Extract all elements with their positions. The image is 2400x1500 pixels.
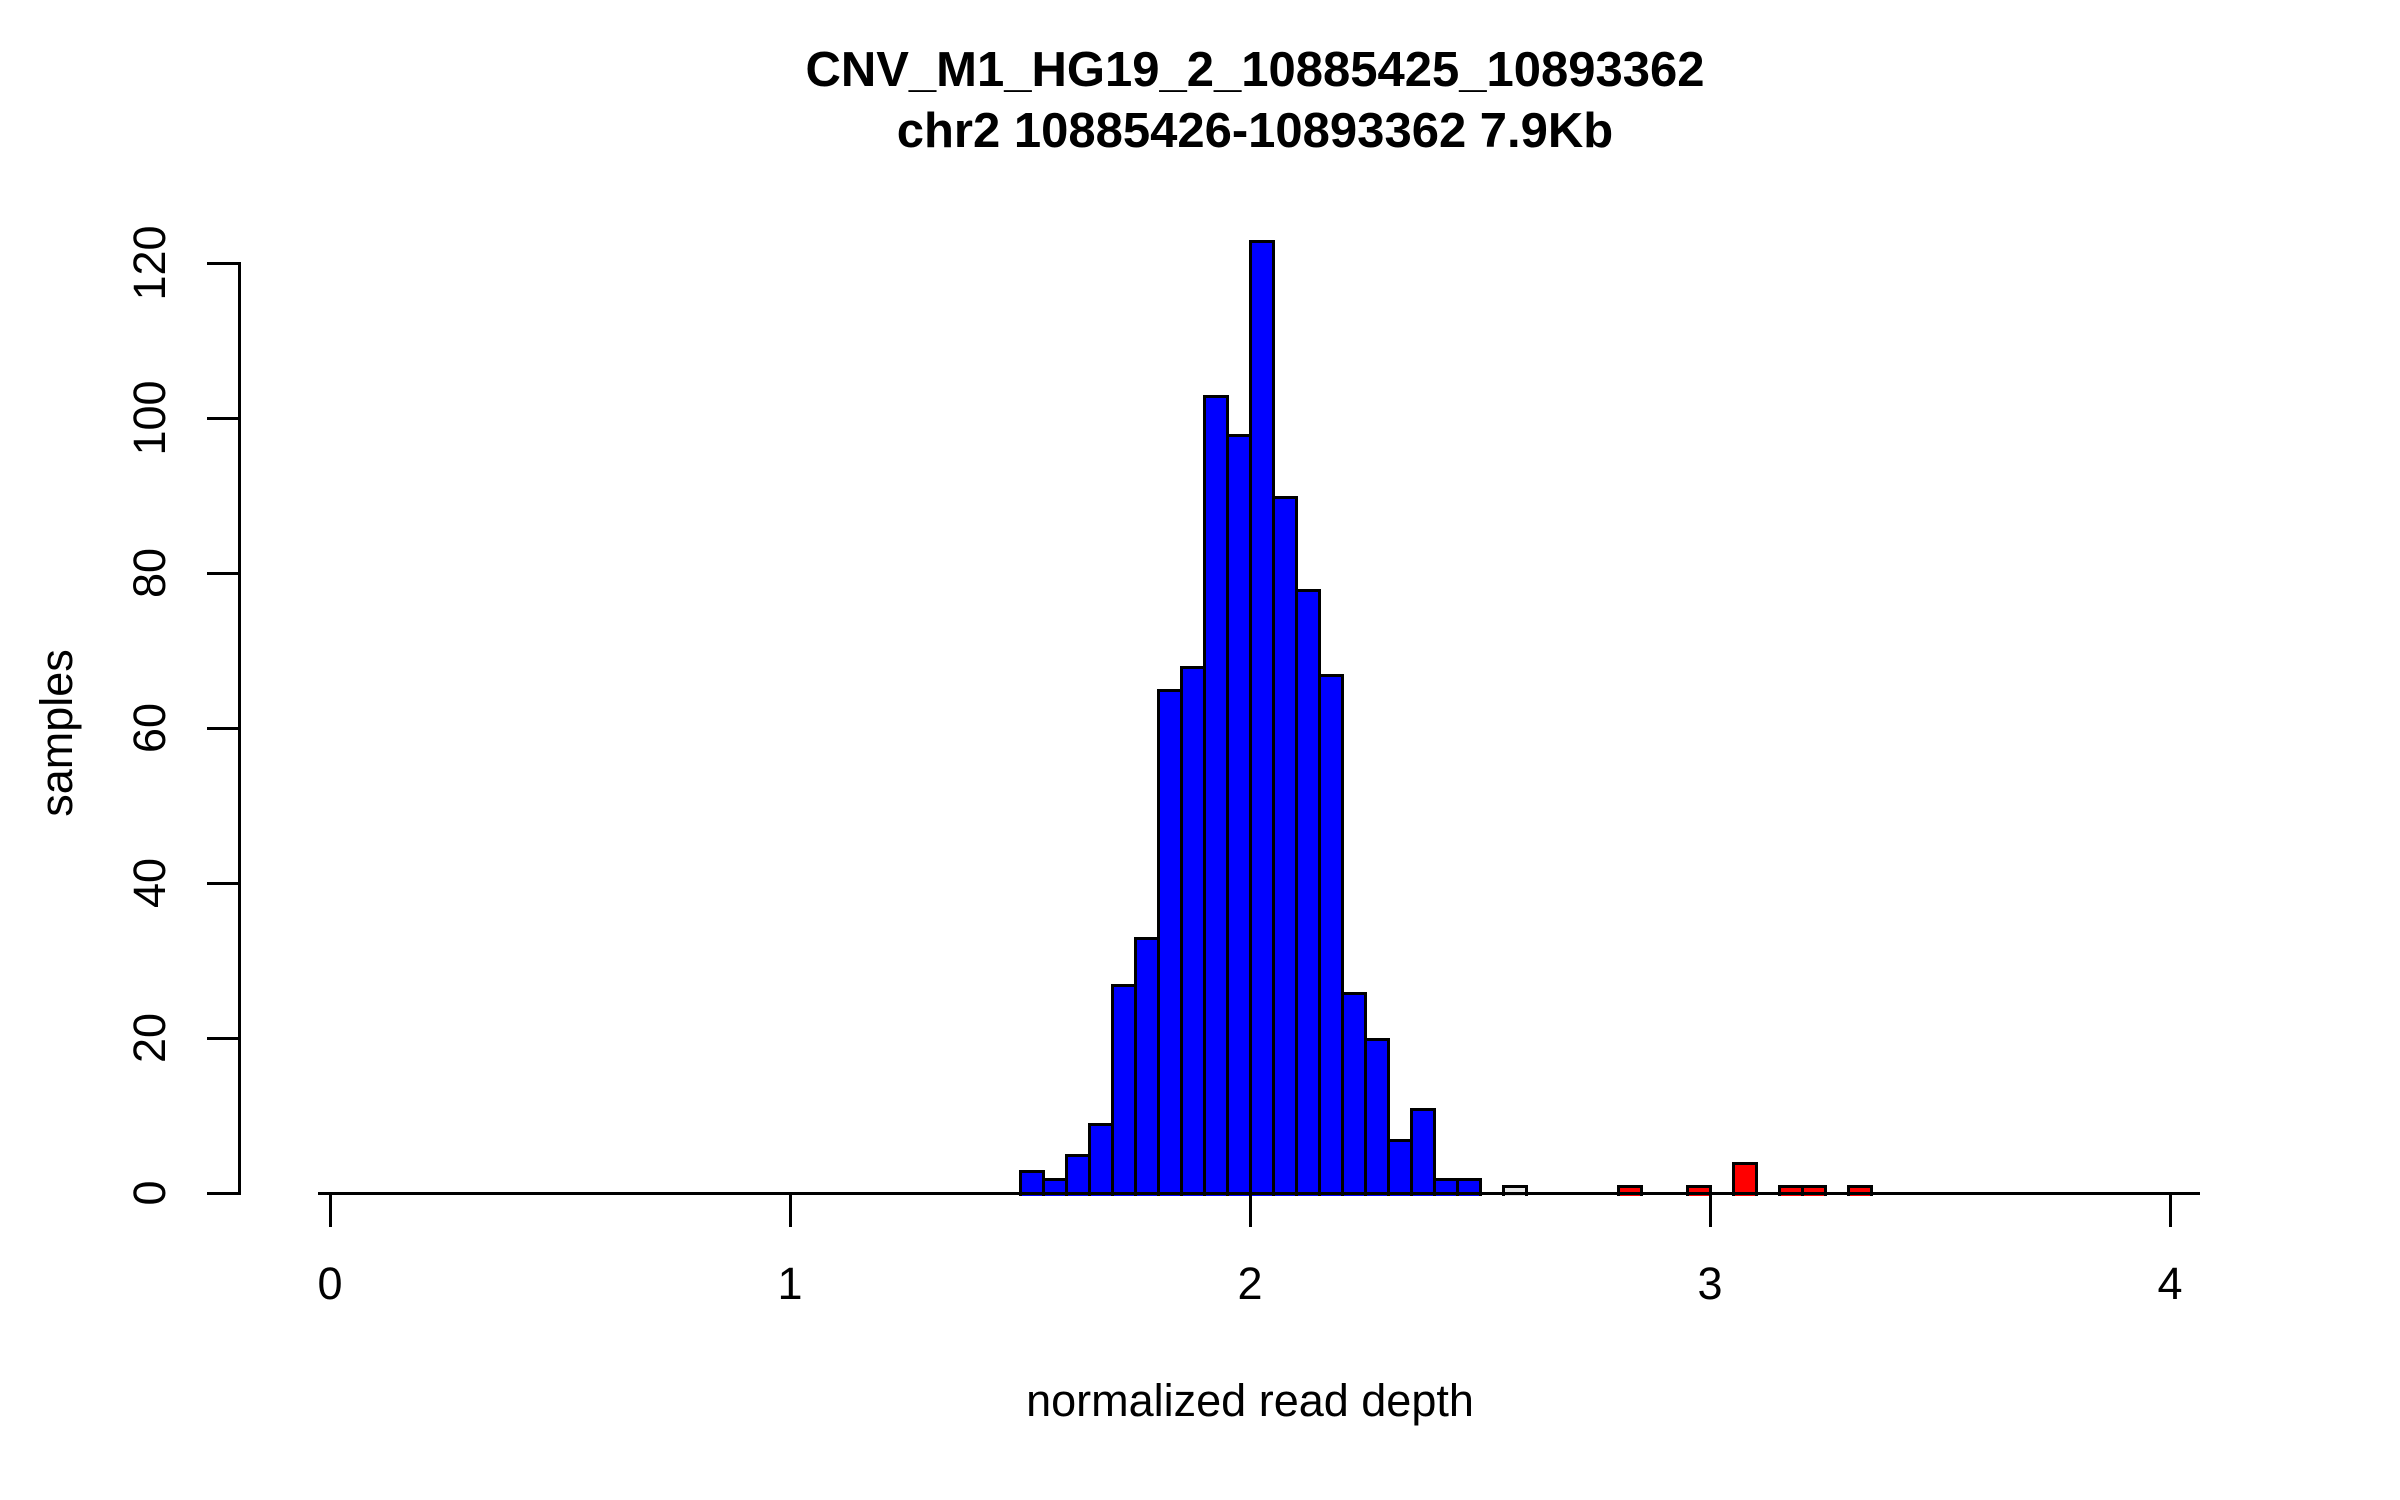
histogram-bar [1846, 1185, 1873, 1196]
x-tick-label: 3 [1697, 1258, 1723, 1309]
y-tick-label: 120 [124, 225, 175, 301]
title-block: CNV_M1_HG19_2_10885425_10893362 chr2 108… [805, 40, 1704, 162]
y-tick [207, 727, 239, 730]
histogram-bar [1685, 1185, 1712, 1196]
histogram-bar [1294, 588, 1321, 1196]
x-tick-label: 0 [317, 1258, 343, 1309]
histogram-bar [1731, 1162, 1758, 1196]
histogram-bar [1087, 1123, 1114, 1196]
x-axis-label: normalized read depth [1026, 1375, 1474, 1426]
y-tick-label: 40 [124, 857, 175, 909]
x-tick [2169, 1195, 2172, 1227]
y-tick [207, 417, 239, 420]
histogram-bar [1271, 495, 1298, 1196]
y-tick-label: 20 [124, 1012, 175, 1064]
y-tick-label: 0 [124, 1180, 175, 1206]
y-tick [207, 1192, 239, 1195]
y-tick-label: 100 [124, 380, 175, 456]
x-tick-label: 4 [2157, 1258, 2183, 1309]
y-tick [207, 1037, 239, 1040]
histogram-bar [1363, 1038, 1390, 1196]
x-tick-label: 1 [777, 1258, 803, 1309]
x-tick [1249, 1195, 1252, 1227]
x-tick-label: 2 [1237, 1258, 1263, 1309]
x-tick [789, 1195, 792, 1227]
histogram-bar [1455, 1177, 1482, 1196]
y-tick [207, 262, 239, 265]
histogram-bar [1409, 1107, 1436, 1196]
x-tick [329, 1195, 332, 1227]
y-tick [207, 882, 239, 885]
histogram-bar [1133, 937, 1160, 1196]
y-tick [207, 572, 239, 575]
histogram-bar [1616, 1185, 1643, 1196]
y-tick-label: 80 [124, 547, 175, 599]
x-tick [1709, 1195, 1712, 1227]
x-axis-line [318, 1192, 2200, 1195]
chart-title: CNV_M1_HG19_2_10885425_10893362 [805, 43, 1705, 97]
chart-subtitle: chr2 10885426-10893362 7.9Kb [896, 104, 1614, 158]
histogram-bar [1800, 1185, 1827, 1196]
y-tick-label: 60 [124, 702, 175, 754]
histogram-bar [1202, 394, 1229, 1196]
histogram-bar [1501, 1185, 1528, 1196]
y-axis-label: samples [31, 649, 82, 817]
histogram-bar [1317, 673, 1344, 1196]
y-axis-line [238, 262, 241, 1195]
